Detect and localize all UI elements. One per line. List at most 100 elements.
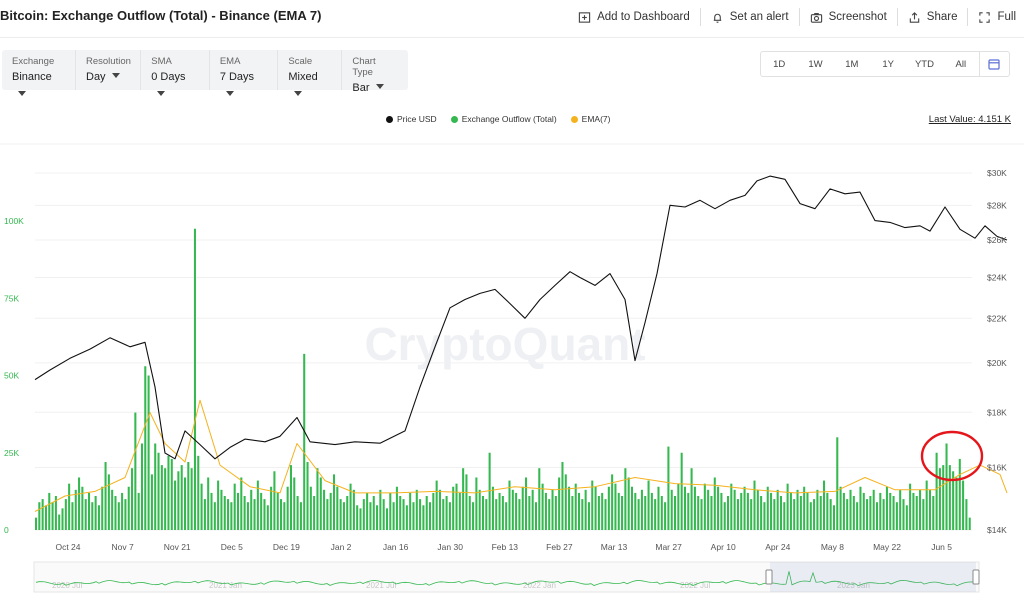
outflow-bar bbox=[866, 499, 869, 530]
navigator-handle-right[interactable] bbox=[972, 569, 980, 585]
outflow-bar bbox=[170, 458, 173, 530]
outflow-bar bbox=[644, 496, 647, 530]
outflow-bar bbox=[650, 492, 653, 530]
left-tick-label: 25K bbox=[4, 448, 19, 458]
add-to-dashboard-button[interactable]: Add to Dashboard bbox=[568, 8, 701, 26]
outflow-bar bbox=[819, 496, 822, 530]
legend-dot bbox=[570, 115, 578, 123]
outflow-bar bbox=[445, 496, 448, 530]
outflow-bar bbox=[511, 489, 514, 530]
left-axis: 0 25K 50K 75K 100K bbox=[4, 216, 24, 535]
legend-item-ema[interactable]: EMA(7) bbox=[570, 114, 610, 124]
outflow-bar bbox=[786, 483, 789, 530]
x-tick-label: Oct 24 bbox=[55, 542, 80, 552]
ema-value: 7 Days bbox=[219, 71, 255, 83]
range-navigator[interactable]: 2020 Jul 2021 Jan 2021 Jul 2022 Jan 2022 Jul… bbox=[0, 560, 1024, 607]
scale-select[interactable]: Scale Mixed bbox=[278, 50, 343, 97]
outflow-bar bbox=[776, 489, 779, 530]
outflow-bar bbox=[783, 502, 786, 530]
outflow-bar bbox=[485, 499, 488, 530]
outflow-bar bbox=[690, 468, 693, 530]
outflow-bar bbox=[48, 492, 51, 530]
date-picker-button[interactable] bbox=[978, 52, 1009, 76]
set-alert-button[interactable]: Set an alert bbox=[701, 8, 800, 26]
legend-item-outflow[interactable]: Exchange Outflow (Total) bbox=[450, 114, 557, 124]
outflow-bar bbox=[177, 471, 180, 530]
x-tick-label: Mar 27 bbox=[655, 542, 682, 552]
outflow-bar bbox=[660, 496, 663, 530]
outflow-bar bbox=[346, 496, 349, 530]
outflow-bar bbox=[94, 496, 97, 530]
outflow-bar bbox=[879, 492, 882, 530]
outflow-bar bbox=[395, 486, 398, 530]
range-1d-button[interactable]: 1D bbox=[773, 58, 786, 70]
outflow-bar bbox=[114, 496, 117, 530]
x-tick-label: Nov 21 bbox=[164, 542, 191, 552]
screenshot-button[interactable]: Screenshot bbox=[800, 8, 898, 26]
outflow-bar bbox=[872, 489, 875, 530]
outflow-bar bbox=[233, 483, 236, 530]
x-tick-label: Jan 2 bbox=[331, 542, 352, 552]
outflow-bar bbox=[329, 492, 332, 530]
ema-label: EMA bbox=[219, 56, 241, 67]
outflow-bar bbox=[770, 492, 773, 530]
sma-select[interactable]: SMA 0 Days bbox=[141, 50, 210, 97]
x-tick-label: Feb 27 bbox=[546, 542, 573, 552]
range-1m-button[interactable]: 1M bbox=[845, 58, 859, 70]
outflow-bar bbox=[289, 465, 292, 530]
outflow-bar bbox=[700, 499, 703, 530]
sma-label: SMA bbox=[151, 56, 172, 67]
outflow-bar bbox=[200, 483, 203, 530]
outflow-bar bbox=[541, 483, 544, 530]
exchange-select[interactable]: Exchange Binance bbox=[2, 50, 76, 97]
outflow-bar bbox=[809, 502, 812, 530]
ema-select[interactable]: EMA 7 Days bbox=[210, 50, 279, 97]
outflow-bar bbox=[276, 492, 279, 530]
last-value-link[interactable]: Last Value: 4.151 K bbox=[928, 114, 1011, 125]
outflow-bar bbox=[654, 499, 657, 530]
outflow-bar bbox=[481, 496, 485, 530]
outflow-bar bbox=[448, 502, 451, 530]
outflow-bar bbox=[213, 502, 216, 530]
chart-type-select[interactable]: Chart Type Bar bbox=[342, 50, 408, 94]
right-tick-label: $30K bbox=[987, 168, 1007, 178]
left-tick-label: 75K bbox=[4, 293, 19, 303]
page-title: Bitcoin: Exchange Outflow (Total) - Bina… bbox=[0, 8, 322, 23]
outflow-bar bbox=[121, 492, 124, 530]
navigator-selection[interactable] bbox=[770, 562, 976, 592]
range-1w-button[interactable]: 1W bbox=[808, 58, 823, 70]
outflow-bar bbox=[779, 496, 783, 530]
share-button[interactable]: Share bbox=[898, 8, 969, 26]
legend-item-price[interactable]: Price USD bbox=[386, 114, 437, 124]
outflow-bar bbox=[763, 502, 766, 530]
outflow-bar bbox=[71, 502, 74, 530]
outflow-bar bbox=[948, 465, 951, 530]
navigator-label: 2020 Jul bbox=[52, 581, 82, 590]
outflow-bar bbox=[746, 492, 749, 530]
legend-dot bbox=[450, 115, 458, 123]
outflow-bar bbox=[912, 492, 915, 530]
x-tick-label: May 8 bbox=[821, 542, 844, 552]
outflow-bar bbox=[882, 499, 885, 530]
outflow-bar bbox=[498, 492, 501, 530]
outflow-bar bbox=[836, 437, 839, 530]
range-all-button[interactable]: All bbox=[955, 58, 967, 70]
outflow-bar bbox=[78, 477, 81, 530]
outflow-bar bbox=[183, 477, 187, 530]
range-1y-button[interactable]: 1Y bbox=[882, 58, 894, 70]
outflow-bar bbox=[220, 489, 223, 530]
outflow-bar bbox=[657, 486, 660, 530]
outflow-bar bbox=[101, 486, 104, 530]
outflow-bar bbox=[856, 502, 859, 530]
x-tick-label: Apr 24 bbox=[765, 542, 790, 552]
resolution-select[interactable]: Resolution Day bbox=[76, 50, 142, 90]
outflow-bar bbox=[839, 486, 842, 530]
fullscreen-button[interactable]: Full bbox=[968, 8, 1016, 26]
right-tick-label: $26K bbox=[987, 235, 1007, 245]
navigator-handle-left[interactable] bbox=[765, 569, 773, 585]
outflow-bar bbox=[723, 502, 726, 530]
outflow-bar bbox=[455, 483, 458, 530]
outflow-bar bbox=[647, 480, 650, 530]
range-ytd-button[interactable]: YTD bbox=[914, 58, 934, 70]
